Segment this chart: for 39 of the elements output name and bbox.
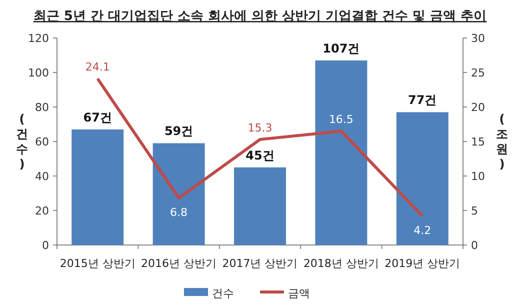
y2-tick-label: 5 [471, 204, 478, 218]
bar [72, 129, 124, 245]
x-tick-label: 2017년 상반기 [222, 257, 298, 270]
data-label: 24.1 [85, 60, 110, 74]
bar [152, 143, 205, 245]
legend-label: 금액 [288, 287, 310, 300]
data-label: 6.8 [170, 206, 188, 220]
bar [234, 167, 286, 245]
y2-tick-label: 10 [471, 170, 485, 183]
y-axis-title: (건수) [16, 112, 28, 171]
y2-tick-label: 25 [471, 66, 485, 80]
y-tick-label: 40 [35, 170, 49, 183]
data-label: 59건 [164, 124, 194, 138]
data-label: 107건 [322, 41, 360, 56]
y-tick-label: 120 [28, 32, 49, 45]
y-tick-label: 80 [35, 101, 49, 114]
y-tick-label: 20 [35, 204, 49, 218]
data-label: 4.2 [414, 224, 432, 238]
y-tick-label: 60 [35, 136, 49, 148]
y-tick-label: 100 [28, 66, 49, 80]
x-tick-label: 2015년 상반기 [60, 257, 136, 270]
x-tick-label: 2019년 상반기 [384, 257, 460, 270]
data-label: 15.3 [248, 121, 272, 134]
data-label: 45건 [246, 148, 274, 162]
data-label: 77건 [408, 93, 437, 108]
y2-tick-label: 0 [471, 239, 478, 252]
chart-title: 최근 5년 간 대기업집단 소속 회사에 의한 상반기 기업결합 건수 및 금액 추이 [33, 9, 487, 24]
x-tick-label: 2018년 상반기 [303, 257, 379, 270]
y-tick-label: 0 [42, 239, 49, 252]
y2-tick-label: 20 [471, 101, 485, 114]
bar [315, 60, 368, 245]
y2-tick-label: 30 [471, 32, 485, 45]
x-tick-label: 2016년 상반기 [141, 257, 217, 270]
y2-axis-title: (조원) [496, 112, 508, 171]
data-label: 67건 [83, 110, 112, 124]
legend-label: 건수 [212, 287, 234, 300]
y2-tick-label: 15 [471, 136, 485, 148]
data-label: 16.5 [328, 113, 354, 126]
bar [396, 112, 448, 245]
